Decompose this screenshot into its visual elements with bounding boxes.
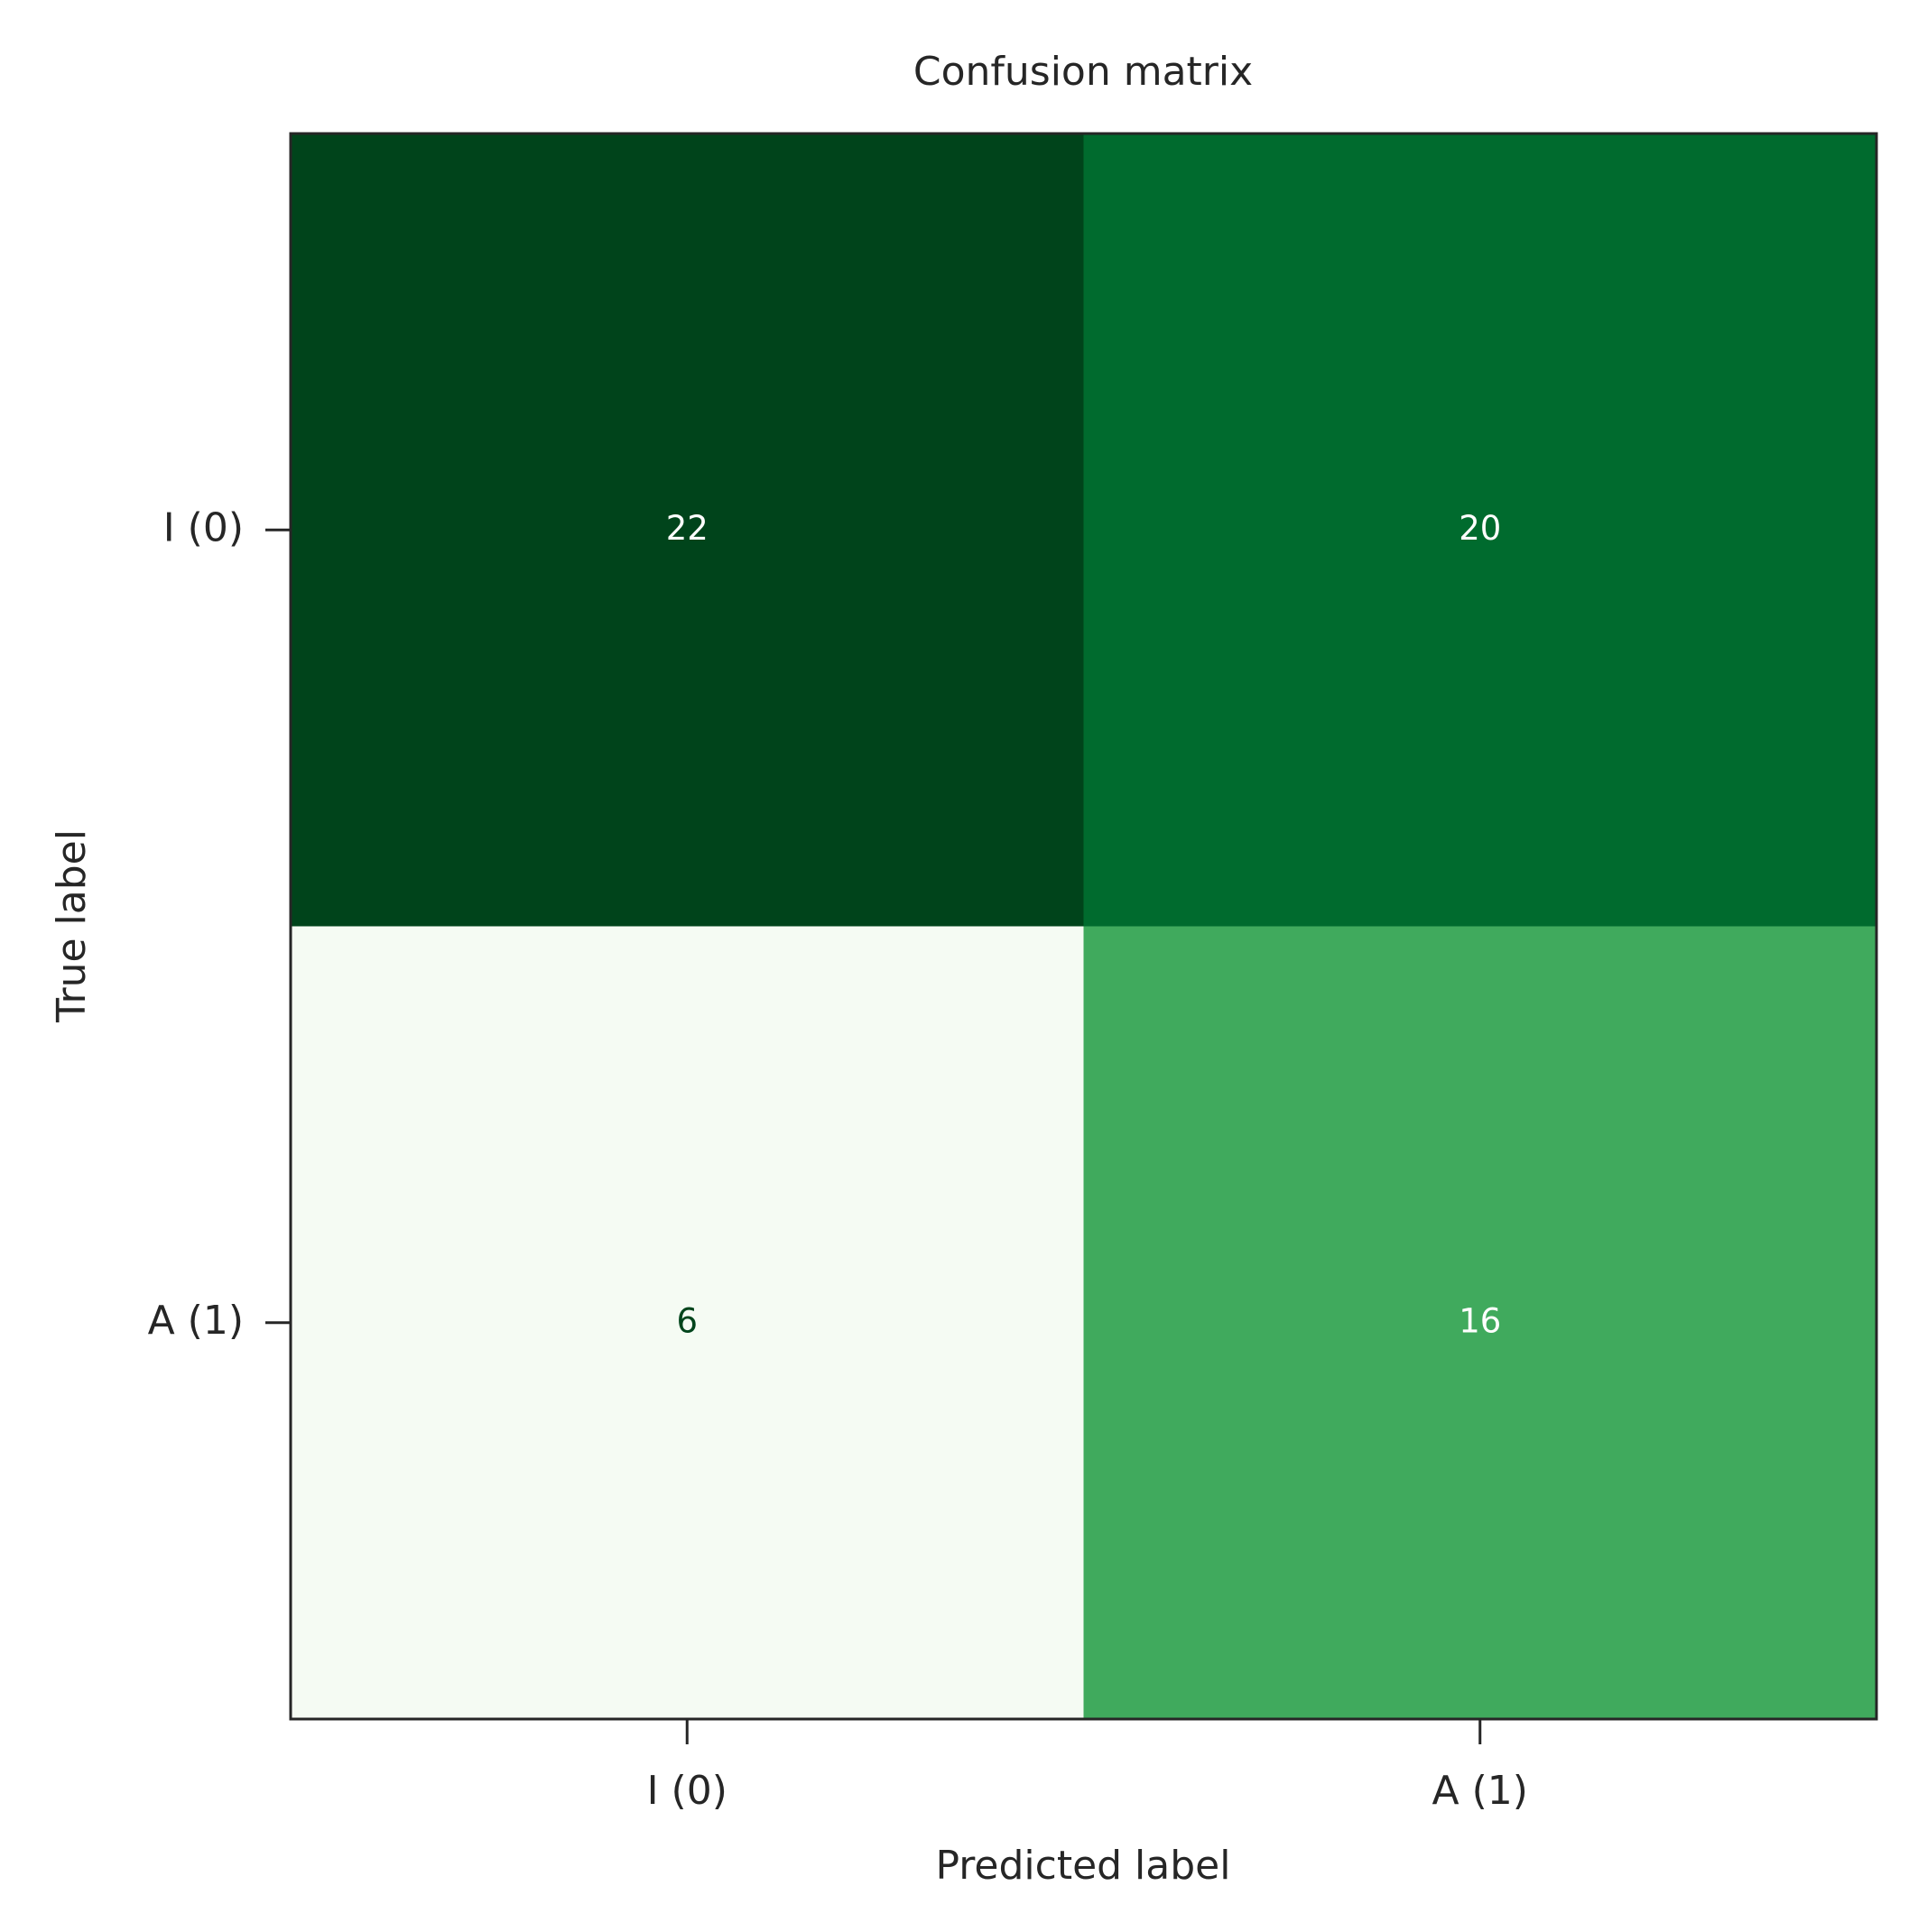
plot-frame <box>289 132 1878 1721</box>
heatmap-cells <box>291 134 1876 1719</box>
x-axis-ticks: I (0) A (1) <box>647 1719 1528 1814</box>
y-tick-label-1: A (1) <box>148 1298 244 1344</box>
y-axis-label: True label <box>49 829 95 1023</box>
heatmap-cell-r0-c0 <box>291 134 1084 927</box>
y-tick-label-0: I (0) <box>163 504 244 550</box>
x-tick-label-1: A (1) <box>1432 1768 1528 1814</box>
heatmap-cell-labels: 22 20 6 16 <box>666 509 1502 1341</box>
cell-value-label-r0-c1: 20 <box>1459 509 1501 548</box>
chart-title: Confusion matrix <box>913 49 1253 95</box>
heatmap-cell-r1-c0 <box>291 926 1084 1719</box>
heatmap-cell-r1-c1 <box>1083 926 1876 1719</box>
cell-value-label-r1-c1: 16 <box>1459 1301 1501 1340</box>
x-tick-label-0: I (0) <box>647 1768 727 1814</box>
y-axis-ticks: I (0) A (1) <box>148 504 291 1344</box>
cell-value-label-r0-c0: 22 <box>666 509 709 548</box>
heatmap-cell-r0-c1 <box>1083 134 1876 927</box>
cell-value-label-r1-c0: 6 <box>676 1301 698 1340</box>
x-axis-label: Predicted label <box>936 1843 1231 1889</box>
